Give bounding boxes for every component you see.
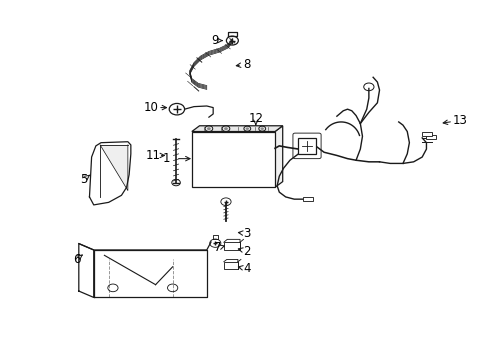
Circle shape <box>245 127 248 130</box>
Bar <box>224 242 240 250</box>
Text: 11: 11 <box>145 149 161 162</box>
Text: 12: 12 <box>248 112 263 125</box>
Bar <box>191 131 274 187</box>
Bar <box>421 132 431 136</box>
Text: 2: 2 <box>243 245 250 258</box>
Text: 9: 9 <box>211 34 219 47</box>
Text: 1: 1 <box>162 152 170 165</box>
Text: 4: 4 <box>243 262 250 275</box>
Text: 6: 6 <box>73 253 80 266</box>
Text: 8: 8 <box>243 58 250 71</box>
Polygon shape <box>191 126 282 131</box>
Polygon shape <box>100 145 127 190</box>
Text: 5: 5 <box>80 173 87 186</box>
Circle shape <box>260 127 264 130</box>
Text: 13: 13 <box>452 114 467 127</box>
Polygon shape <box>274 126 282 187</box>
Bar <box>224 262 238 269</box>
Circle shape <box>224 127 227 130</box>
Text: 3: 3 <box>243 227 250 240</box>
Circle shape <box>206 127 210 130</box>
Text: 7: 7 <box>213 242 221 255</box>
Text: 10: 10 <box>143 101 159 114</box>
Bar <box>302 197 313 201</box>
Bar <box>298 138 315 154</box>
Bar <box>426 135 435 139</box>
